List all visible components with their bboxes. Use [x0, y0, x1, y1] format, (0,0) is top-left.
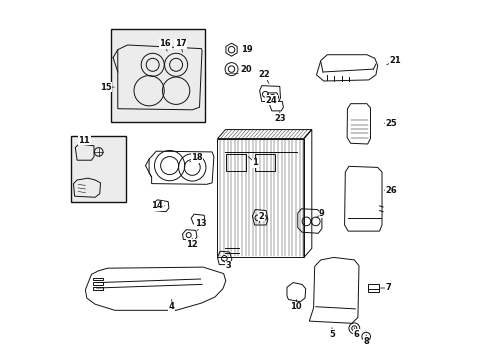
Text: 7: 7 — [385, 284, 390, 292]
Bar — [71, 136, 125, 202]
Text: 26: 26 — [385, 186, 396, 195]
Text: 2: 2 — [258, 212, 264, 220]
Text: 15: 15 — [100, 83, 112, 92]
Text: 3: 3 — [225, 261, 231, 270]
Text: 20: 20 — [241, 65, 252, 74]
Bar — [255, 154, 275, 171]
Text: 4: 4 — [168, 302, 174, 311]
Text: 6: 6 — [353, 330, 359, 338]
Bar — [111, 29, 204, 122]
Text: 11: 11 — [78, 136, 90, 145]
Text: 10: 10 — [289, 302, 301, 311]
Bar — [92, 282, 102, 285]
Text: 13: 13 — [194, 220, 206, 229]
Text: 22: 22 — [258, 71, 270, 80]
Bar — [92, 278, 102, 280]
Text: 9: 9 — [318, 209, 324, 217]
Text: 19: 19 — [241, 45, 252, 54]
Text: 8: 8 — [363, 337, 368, 346]
Bar — [226, 154, 246, 171]
Text: 12: 12 — [186, 240, 198, 248]
Text: 17: 17 — [174, 40, 186, 49]
Text: 1: 1 — [252, 158, 258, 167]
Text: 21: 21 — [388, 56, 400, 65]
Text: 25: 25 — [385, 119, 396, 128]
Text: 23: 23 — [273, 114, 285, 122]
Text: 5: 5 — [328, 330, 334, 338]
Text: 18: 18 — [191, 153, 203, 162]
Bar — [367, 284, 378, 292]
Bar — [92, 287, 102, 290]
Text: 16: 16 — [159, 40, 171, 49]
Text: 24: 24 — [265, 96, 277, 105]
Text: 14: 14 — [151, 202, 163, 210]
